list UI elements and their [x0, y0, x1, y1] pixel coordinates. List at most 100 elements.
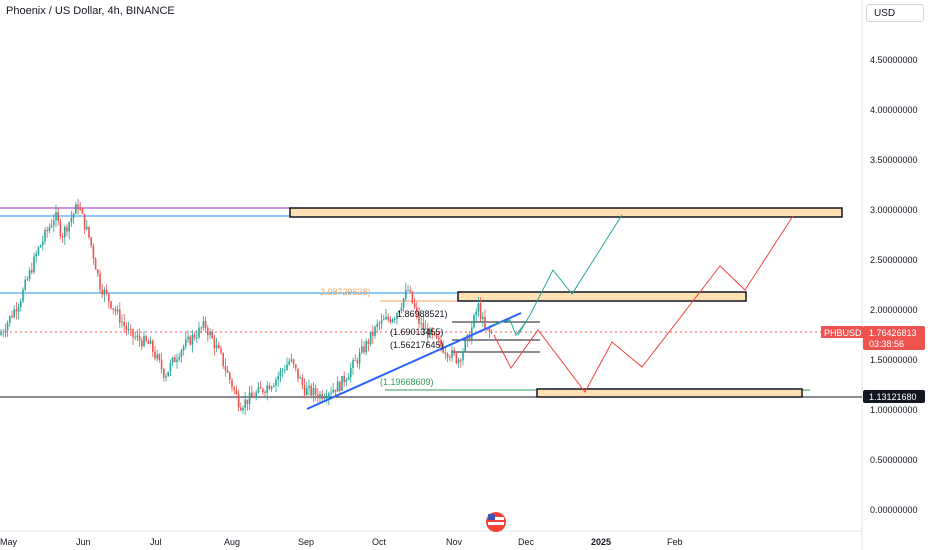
- y-tick-label: 4.50000000: [870, 55, 918, 65]
- fib-label-2087: 2.08729628): [320, 287, 371, 297]
- candle-body: [462, 351, 464, 361]
- candle-body: [123, 321, 125, 326]
- candle-body: [277, 376, 279, 380]
- candle-body: [270, 386, 273, 390]
- candle-body: [416, 307, 418, 313]
- candle-body: [482, 316, 484, 320]
- candle-body: [438, 338, 440, 340]
- candle-body: [328, 393, 330, 398]
- candle-body: [79, 209, 81, 210]
- candle-body: [343, 376, 345, 382]
- candle-body: [180, 350, 183, 357]
- x-tick-label: Aug: [224, 537, 240, 547]
- candle-body: [138, 335, 141, 341]
- candle-body: [237, 394, 240, 408]
- candle-body: [352, 360, 354, 369]
- candle-body: [187, 336, 189, 340]
- candle-body: [424, 328, 427, 330]
- candle-body: [33, 256, 35, 273]
- candle-body: [409, 289, 411, 292]
- candle-body: [235, 389, 238, 395]
- tradingview-flag-icon[interactable]: [486, 512, 506, 532]
- candle-body: [218, 345, 220, 349]
- candle-body: [24, 279, 26, 290]
- candle-body: [264, 392, 266, 394]
- candle-body: [303, 384, 306, 395]
- candle-body: [26, 278, 29, 280]
- candle-body: [141, 340, 143, 347]
- candle-body: [380, 319, 383, 324]
- support-zone[interactable]: [536, 388, 803, 398]
- candle-body: [394, 319, 396, 320]
- candle-body: [308, 385, 310, 389]
- candle-body: [292, 359, 295, 365]
- x-tick-label: Nov: [446, 537, 463, 547]
- resistance-zone-mid[interactable]: [457, 291, 747, 302]
- candle-body: [11, 315, 13, 318]
- candle-body: [446, 353, 449, 358]
- candle-body: [154, 351, 156, 359]
- candle-body: [125, 325, 128, 331]
- candle-body: [356, 360, 359, 364]
- candle-body: [475, 311, 477, 315]
- y-tick-label: 3.00000000: [870, 205, 918, 215]
- candle-body: [9, 315, 11, 323]
- candle-body: [490, 331, 493, 333]
- candle-body: [402, 298, 405, 308]
- ascending-trendline[interactable]: [306, 312, 522, 410]
- candle-body: [314, 387, 317, 395]
- candle-body: [332, 389, 334, 393]
- y-tick-label: 2.00000000: [870, 305, 918, 315]
- x-tick-label: Jun: [76, 537, 91, 547]
- candle-body: [484, 316, 486, 328]
- candle-body: [310, 385, 312, 396]
- candle-body: [130, 329, 132, 331]
- candle-body: [53, 220, 55, 226]
- candle-body: [460, 359, 462, 361]
- candle-body: [336, 381, 339, 392]
- candle-body: [48, 227, 51, 232]
- candle-body: [306, 388, 308, 395]
- candle-body: [167, 371, 169, 377]
- candle-body: [55, 212, 57, 221]
- candle-body: [374, 326, 376, 336]
- candle-body: [15, 309, 18, 312]
- candle-body: [240, 407, 242, 411]
- candles-group: [0, 198, 493, 415]
- candle-body: [35, 253, 37, 257]
- candle-body: [431, 329, 433, 334]
- candle-body: [451, 350, 453, 358]
- candle-body: [420, 323, 422, 324]
- bearish-projection-path[interactable]: [493, 215, 794, 393]
- candle-body: [479, 303, 482, 320]
- candle-body: [185, 339, 187, 347]
- resistance-zone-upper[interactable]: [289, 207, 843, 218]
- x-tick-label: Oct: [372, 537, 387, 547]
- candle-body: [275, 379, 277, 386]
- candle-body: [389, 319, 392, 322]
- support-price-label: 1.13121680: [869, 392, 917, 402]
- candle-body: [92, 245, 95, 259]
- candle-body: [273, 385, 275, 387]
- candle-body: [4, 330, 7, 333]
- candle-body: [369, 331, 372, 345]
- candle-body: [83, 213, 86, 230]
- candle-body: [6, 322, 9, 331]
- candle-body: [268, 385, 271, 390]
- candle-body: [42, 241, 44, 246]
- candle-body: [88, 226, 90, 238]
- candle-body: [158, 354, 161, 360]
- candle-body: [171, 357, 174, 364]
- candle-body: [132, 329, 134, 338]
- candle-body: [411, 291, 414, 304]
- bullish-projection-path[interactable]: [517, 214, 623, 336]
- symbol-tag: [821, 326, 863, 338]
- candle-body: [149, 340, 152, 344]
- candle-body: [231, 379, 233, 388]
- candle-body: [213, 338, 216, 349]
- currency-button[interactable]: USD: [866, 4, 924, 22]
- x-tick-label: Sep: [298, 537, 314, 547]
- candle-body: [68, 222, 70, 232]
- fib-label-1690: (1.69013455): [390, 327, 444, 337]
